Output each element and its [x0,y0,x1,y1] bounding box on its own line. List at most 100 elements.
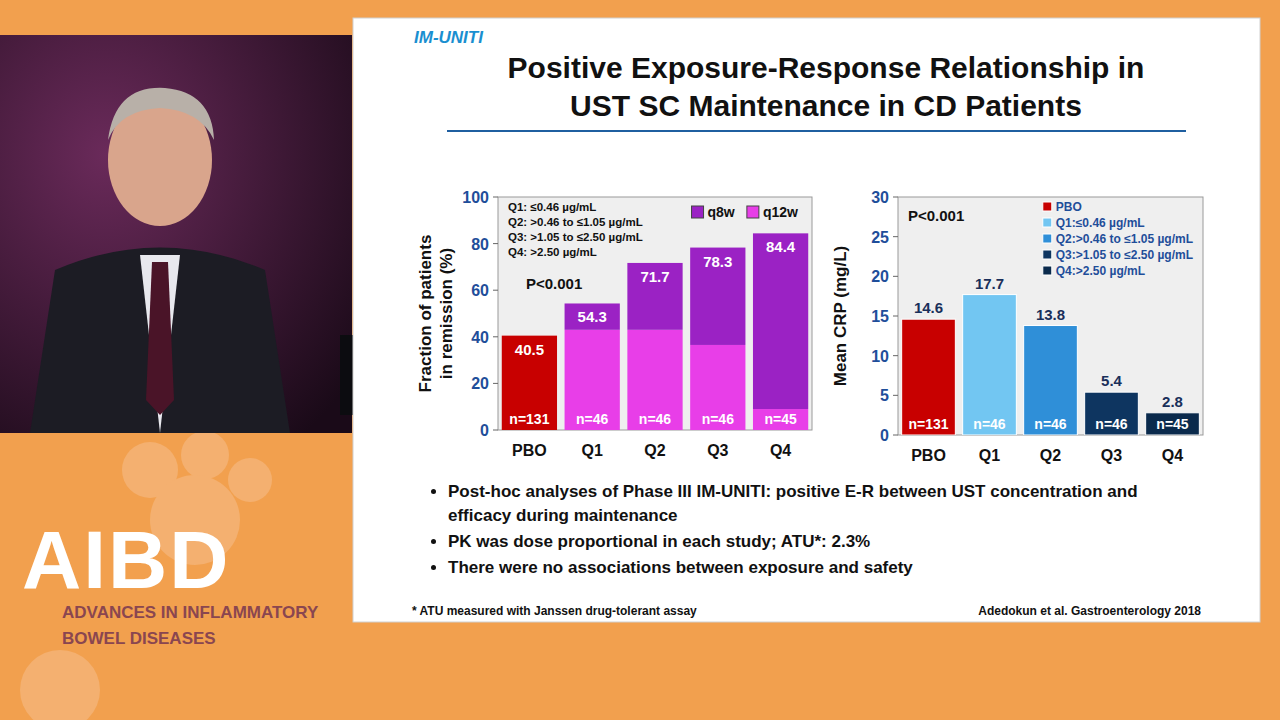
y-tick-label: 60 [471,282,489,299]
y-tick-label: 20 [871,268,889,285]
plot-area [498,197,812,430]
y-tick [493,383,498,384]
bar [1146,413,1200,435]
x-tick-label: Q2 [644,442,665,459]
data-label: 17.7 [975,275,1004,292]
logo: AIBD [22,514,230,605]
legend-label: q12w [763,204,798,220]
sample-size: n=46 [1034,416,1067,432]
bar-segment [565,330,620,430]
speaker-hair [108,88,214,140]
sample-size: n=131 [908,416,948,432]
bar-segment [627,263,682,330]
x-tick-label: PBO [911,447,946,464]
legend-label: Q4:>2.50 µg/mL [1056,264,1145,278]
y-axis-title-line: Fraction of patients [416,235,435,393]
legend-label: Q3:>1.05 to ≤2.50 µg/mL [1056,248,1193,262]
slide-title: UST SC Maintenance in CD Patients [570,89,1082,122]
speaker-tie [146,262,174,415]
y-axis-title: Mean CRP (mg/L) [831,246,850,386]
x-tick-label: Q3 [707,442,728,459]
legend-label: q8w [708,204,735,220]
y-tick [493,430,498,431]
slide-tag: IM-UNITI [414,28,484,47]
sample-size: n=46 [702,411,735,427]
bullet: There were no associations between expos… [448,556,1148,580]
y-tick [493,243,498,244]
bar-segment [627,330,682,430]
speaker-video [0,35,352,433]
tagline: BOWEL DISEASES [62,629,216,648]
chart: 051015202530PBOQ1Q2Q3Q4Mean CRP (mg/L)14… [831,189,1203,464]
speaker-shirt [140,255,180,433]
data-label: 2.8 [1162,393,1183,410]
annotation: Q2: >0.46 to ≤1.05 µg/mL [508,216,643,228]
data-label: 14.6 [914,299,943,316]
y-tick-label: 30 [871,189,889,206]
total-label: 78.3 [703,253,732,270]
stage: AIBDADVANCES IN INFLAMMATORYBOWEL DISEAS… [0,0,1280,720]
x-tick-label: PBO [512,442,547,459]
citation: Adedokun et al. Gastroenterology 2018 [978,604,1201,618]
bar [1085,392,1139,435]
footnote: * ATU measured with Janssen drug-toleran… [412,604,697,618]
bar-segment [565,303,620,329]
bar-segment [690,345,745,430]
legend-swatch [1043,266,1052,275]
speaker-suit [30,248,290,434]
y-tick-label: 20 [471,375,489,392]
sample-size: n=46 [1095,416,1128,432]
bullet: PK was dose proportional in each study; … [448,530,1148,554]
total-label: 84.4 [766,238,796,255]
total-label: 40.5 [515,341,544,358]
marks [502,233,808,430]
legend-swatch [692,206,704,218]
y-tick-label: 10 [871,348,889,365]
y-tick [893,435,898,436]
y-tick [893,395,898,396]
bar-segment [502,336,557,430]
p-value: P<0.001 [908,207,964,224]
paw-decor [181,431,229,479]
bullet: Post-hoc analyses of Phase III IM-UNITI:… [448,480,1148,528]
legend-label: Q2:>0.46 to ≤1.05 µg/mL [1056,232,1193,246]
legend-swatch [1043,234,1052,243]
bullet-list: Post-hoc analyses of Phase III IM-UNITI:… [428,480,1148,582]
sample-size: n=45 [764,411,797,427]
annotation: Q1: ≤0.46 µg/mL [508,201,596,213]
annotation: Q3: >1.05 to ≤2.50 µg/mL [508,231,643,243]
y-tick-label: 0 [880,427,889,444]
slide [353,18,1260,622]
x-tick-label: Q1 [979,447,1000,464]
bar [902,319,956,435]
y-tick [893,316,898,317]
marks [902,295,1200,435]
y-tick [493,290,498,291]
y-tick-label: 5 [880,387,889,404]
x-tick-label: Q4 [770,442,791,459]
sample-size: n=46 [576,411,609,427]
y-tick-label: 40 [471,329,489,346]
y-tick-label: 0 [480,422,489,439]
p-value: P<0.001 [526,275,582,292]
y-tick [493,336,498,337]
legend-swatch [747,206,759,218]
x-tick-label: Q3 [1101,447,1122,464]
slide-title: Positive Exposure-Response Relationship … [508,51,1145,84]
bar [963,295,1017,435]
y-axis-title: Fraction of patientsin remission (%) [416,235,456,393]
y-tick [893,236,898,237]
legend-swatch [1043,250,1052,259]
total-label: 54.3 [578,308,607,325]
y-tick [493,197,498,198]
bar-segment [753,409,808,430]
x-tick-label: Q1 [582,442,603,459]
legend-swatch [1043,202,1052,211]
total-label: 71.7 [640,268,669,285]
legend-swatch [1043,218,1052,227]
y-axis-title-line: in remission (%) [437,248,456,379]
paw-decor [20,650,100,720]
bar-segment [690,248,745,345]
y-tick [893,197,898,198]
data-label: 13.8 [1036,306,1065,323]
